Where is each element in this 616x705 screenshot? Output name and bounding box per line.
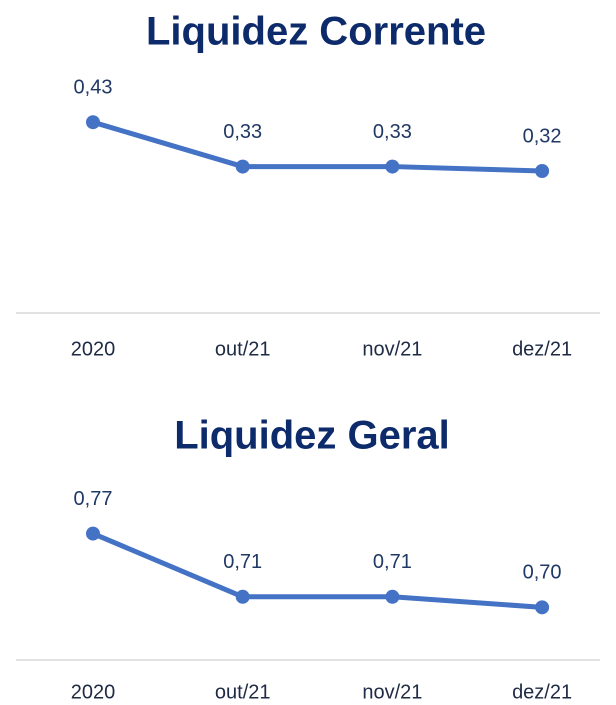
data-label: 0,71 — [373, 551, 412, 573]
x-tick-label: out/21 — [215, 681, 271, 703]
point — [235, 159, 250, 174]
data-label: 0,70 — [523, 562, 562, 584]
line — [92, 531, 543, 610]
point — [385, 159, 400, 174]
data-label: 0,33 — [373, 121, 412, 143]
data-label: 0,77 — [74, 488, 113, 510]
chart-title: Liquidez Corrente — [146, 10, 486, 54]
point — [235, 589, 250, 604]
x-tick-label: dez/21 — [512, 681, 572, 703]
data-label: 0,71 — [223, 551, 262, 573]
x-tick-label: out/21 — [215, 338, 271, 360]
data-label: 0,32 — [523, 125, 562, 147]
point — [86, 115, 100, 130]
point — [535, 600, 550, 615]
point — [86, 526, 100, 541]
line — [92, 119, 543, 174]
x-tick-label: dez/21 — [512, 338, 572, 360]
point — [385, 589, 400, 604]
point — [535, 164, 550, 178]
data-label: 0,43 — [74, 76, 113, 98]
data-label: 0,33 — [223, 121, 262, 143]
x-tick-label: 2020 — [71, 338, 116, 360]
chart-title: Liquidez Geral — [174, 414, 450, 458]
x-tick-label: nov/21 — [362, 338, 422, 360]
x-tick-label: nov/21 — [362, 681, 422, 703]
x-tick-label: 2020 — [71, 681, 116, 703]
